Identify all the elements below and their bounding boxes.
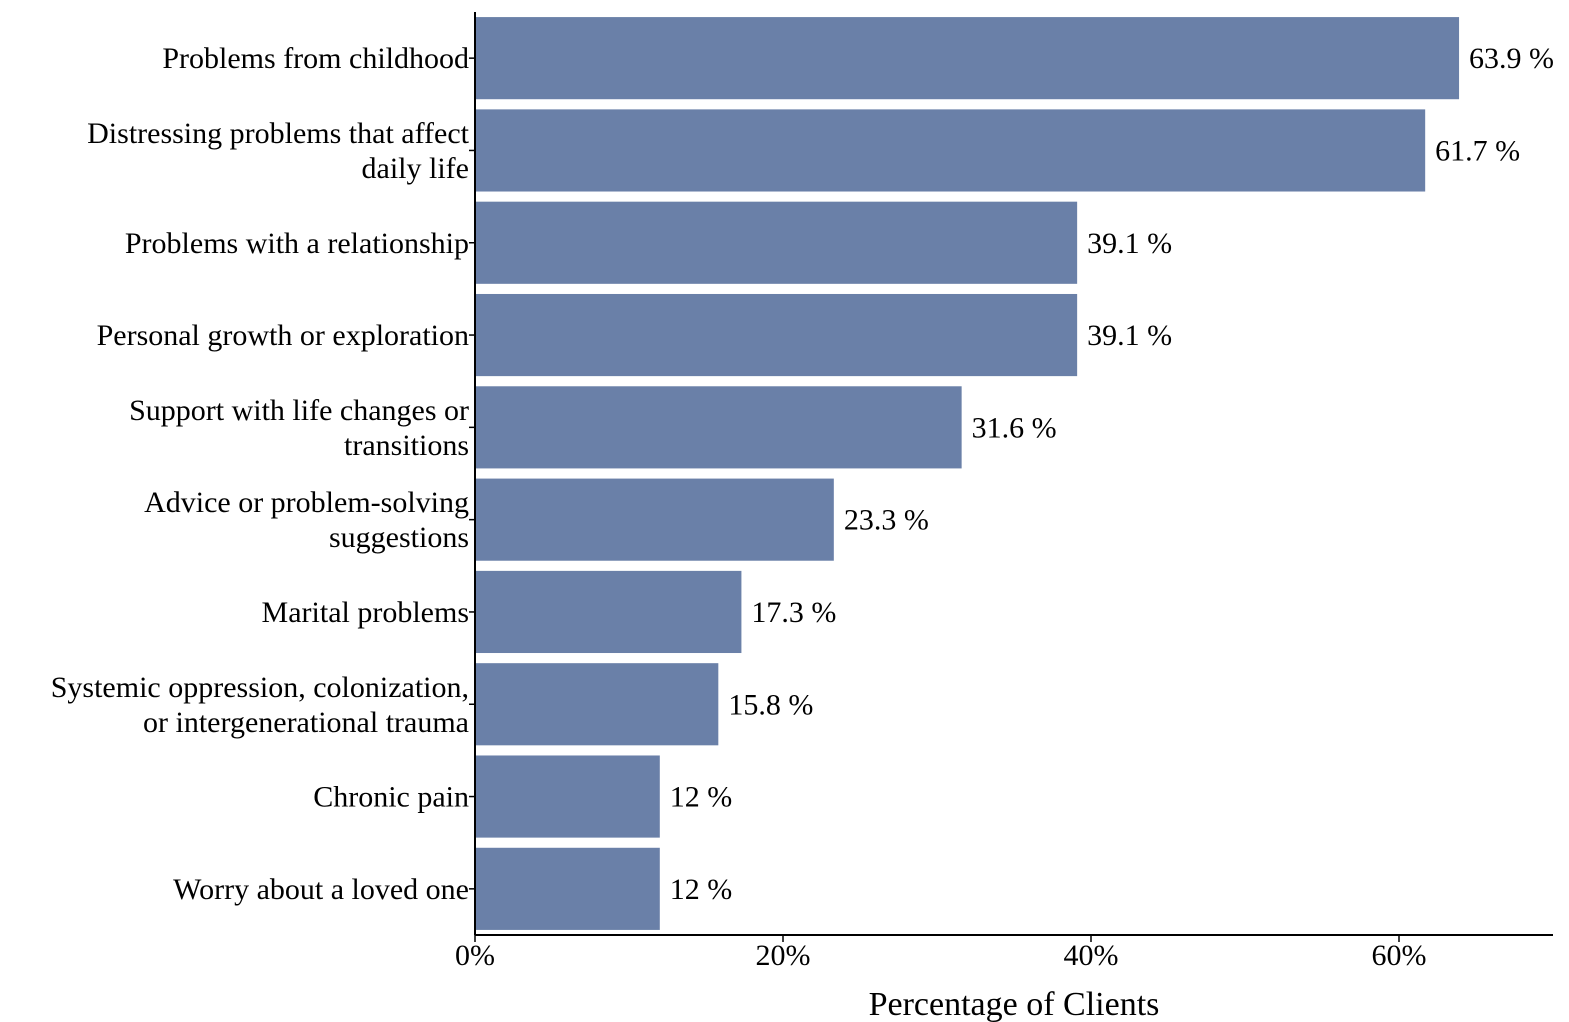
- value-label-7: 15.8 %: [728, 688, 813, 721]
- category-label-4-line-1: transitions: [344, 429, 469, 462]
- bar-9: [475, 848, 660, 930]
- bar-3: [475, 294, 1077, 376]
- value-label-6: 17.3 %: [751, 596, 836, 629]
- bar-6: [475, 571, 741, 653]
- value-label-2: 39.1 %: [1087, 227, 1172, 260]
- bars-group: [475, 17, 1459, 930]
- x-tick-label-2: 40%: [1064, 939, 1119, 972]
- bar-8: [475, 755, 660, 837]
- category-label-9: Worry about a loved one: [173, 873, 469, 906]
- x-tick-label-3: 60%: [1372, 939, 1427, 972]
- category-label-8: Chronic pain: [313, 781, 469, 814]
- x-axis-title: Percentage of Clients: [869, 986, 1160, 1022]
- value-label-1: 61.7 %: [1435, 134, 1520, 167]
- x-tick-label-1: 20%: [756, 939, 811, 972]
- value-label-8: 12 %: [670, 781, 733, 814]
- x-ticks-group: 0% 20% 40% 60%: [455, 935, 1427, 972]
- category-label-6: Marital problems: [262, 596, 469, 629]
- bar-2: [475, 202, 1077, 284]
- value-label-0: 63.9 %: [1469, 42, 1554, 75]
- value-label-3: 39.1 %: [1087, 319, 1172, 352]
- bar-7: [475, 663, 718, 745]
- category-labels-group: Problems from childhood Distressing probl…: [51, 42, 475, 906]
- category-label-3: Personal growth or exploration: [97, 319, 469, 352]
- category-label-2: Problems with a relationship: [125, 227, 469, 260]
- category-label-0: Problems from childhood: [162, 42, 469, 75]
- category-label-1-line-0: Distressing problems that affect: [87, 117, 470, 150]
- category-label-4-line-0: Support with life changes or: [129, 394, 469, 427]
- value-label-9: 12 %: [670, 873, 733, 906]
- value-label-4: 31.6 %: [972, 411, 1057, 444]
- category-label-7-line-1: or intergenerational trauma: [143, 706, 469, 739]
- category-label-1-line-1: daily life: [362, 152, 469, 185]
- value-label-5: 23.3 %: [844, 504, 929, 537]
- bar-5: [475, 479, 834, 561]
- category-label-7-line-0: Systemic oppression, colonization,: [51, 671, 469, 704]
- bar-1: [475, 109, 1425, 191]
- x-tick-label-0: 0%: [455, 939, 495, 972]
- bar-4: [475, 386, 962, 468]
- category-label-5-line-1: suggestions: [329, 521, 469, 554]
- bar-0: [475, 17, 1459, 99]
- category-label-5-line-0: Advice or problem-solving: [144, 486, 469, 519]
